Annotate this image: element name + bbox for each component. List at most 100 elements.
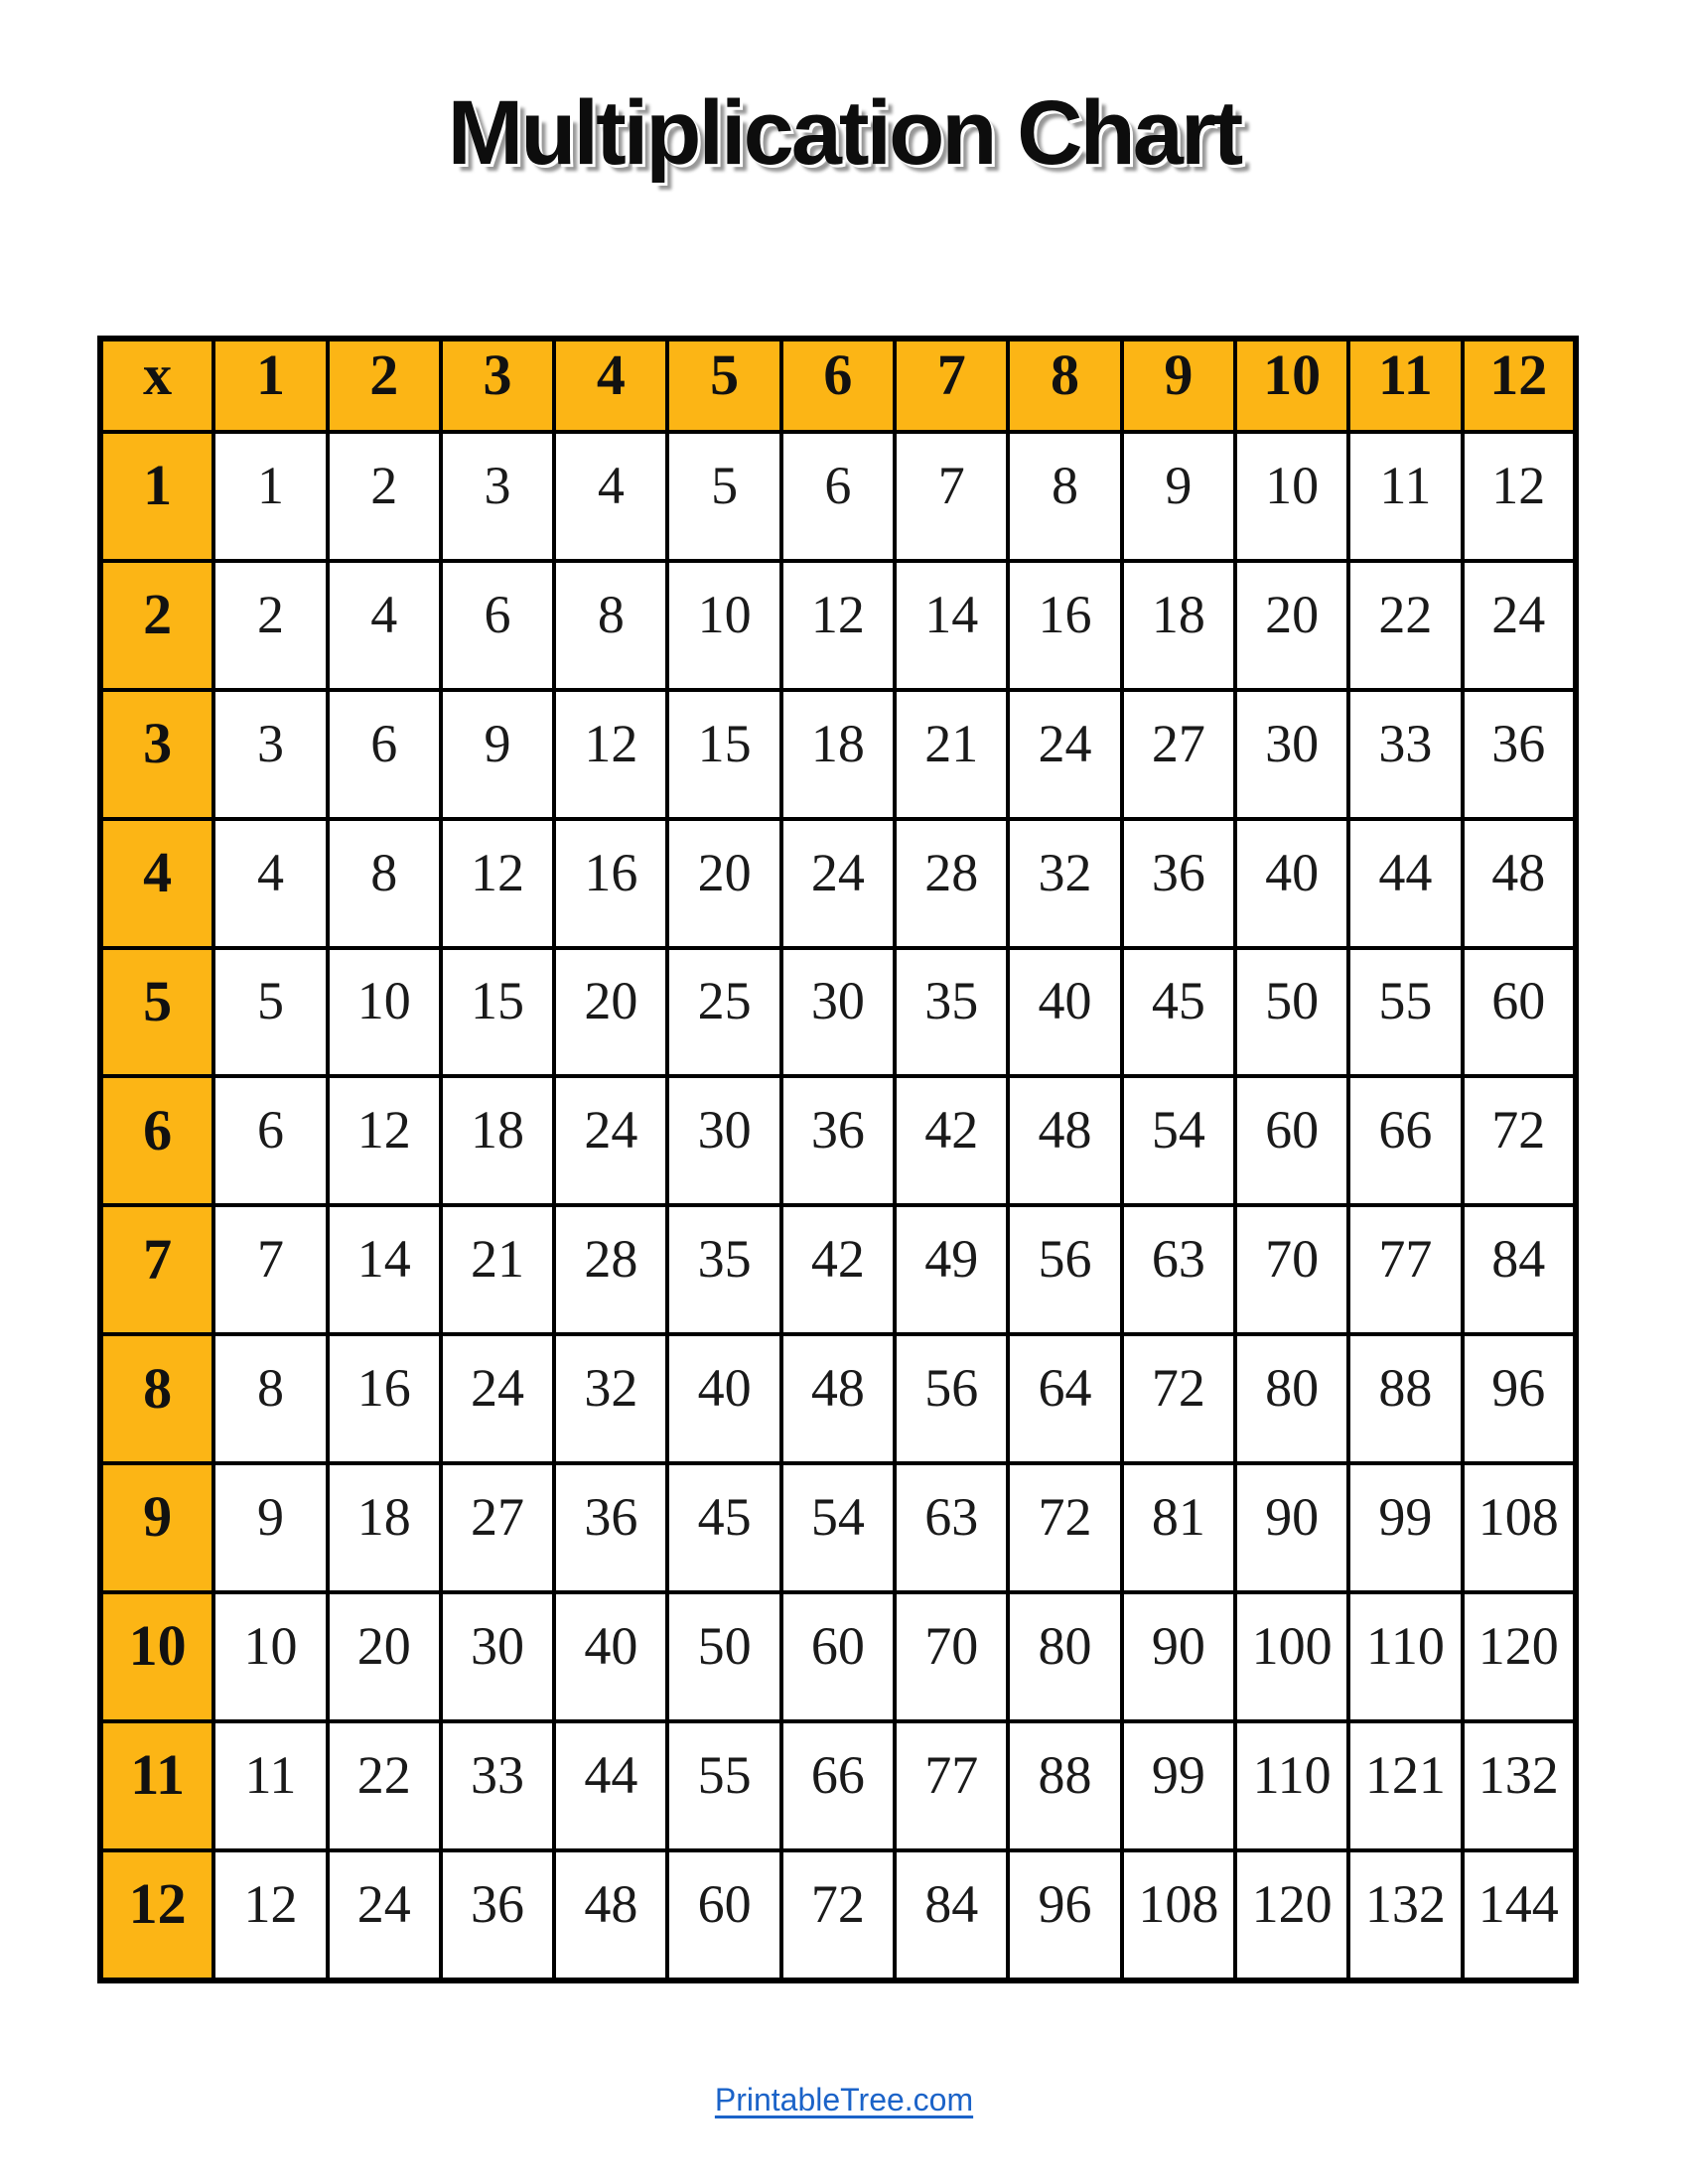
product-cell: 9 [438, 687, 557, 821]
product-cell: 56 [1006, 1203, 1124, 1337]
row-header-cell: 9 [97, 1461, 216, 1594]
row-header-cell: 10 [97, 1589, 216, 1723]
product-cell: 28 [893, 816, 1011, 950]
product-cell: 20 [665, 816, 783, 950]
product-cell: 44 [552, 1718, 670, 1852]
column-header-cell: 2 [325, 337, 443, 434]
product-cell: 30 [665, 1074, 783, 1208]
product-cell: 12 [1460, 430, 1579, 563]
product-cell: 5 [665, 430, 783, 563]
product-cell: 27 [438, 1461, 557, 1594]
product-cell: 35 [665, 1203, 783, 1337]
product-cell: 42 [893, 1074, 1011, 1208]
product-cell: 1 [211, 430, 330, 563]
product-cell: 8 [552, 558, 670, 692]
product-cell: 144 [1460, 1847, 1579, 1983]
product-cell: 24 [1460, 558, 1579, 692]
product-cell: 63 [1119, 1203, 1237, 1337]
product-cell: 120 [1460, 1589, 1579, 1723]
product-cell: 4 [211, 816, 330, 950]
product-cell: 55 [665, 1718, 783, 1852]
product-cell: 24 [778, 816, 898, 950]
table-row: 6 6 12 18 24 30 36 42 48 54 60 66 72 [97, 1074, 1579, 1208]
product-cell: 10 [665, 558, 783, 692]
product-cell: 10 [211, 1589, 330, 1723]
table-row: 12 12 24 36 48 60 72 84 96 108 120 132 144 [97, 1847, 1579, 1983]
product-cell: 36 [438, 1847, 557, 1983]
column-header-cell: 8 [1006, 337, 1124, 434]
product-cell: 6 [778, 430, 898, 563]
product-cell: 12 [778, 558, 898, 692]
product-cell: 40 [665, 1332, 783, 1465]
column-header-cell: 9 [1119, 337, 1237, 434]
product-cell: 33 [1346, 687, 1465, 821]
product-cell: 49 [893, 1203, 1011, 1337]
product-cell: 24 [1006, 687, 1124, 821]
product-cell: 21 [893, 687, 1011, 821]
product-cell: 56 [893, 1332, 1011, 1465]
product-cell: 64 [1006, 1332, 1124, 1465]
product-cell: 4 [552, 430, 670, 563]
header-row: x 1 2 3 4 5 6 7 8 9 10 11 12 [97, 337, 1579, 434]
product-cell: 20 [552, 945, 670, 1079]
table-body: 1 1 2 3 4 5 6 7 8 9 10 11 12 2 2 4 6 8 10 12 14 16 18 20 22 24 3 3 6… [97, 430, 1579, 1983]
product-cell: 50 [1232, 945, 1351, 1079]
product-cell: 54 [1119, 1074, 1237, 1208]
product-cell: 40 [552, 1589, 670, 1723]
column-header-cell: 7 [893, 337, 1011, 434]
column-header-cell: 4 [552, 337, 670, 434]
product-cell: 99 [1346, 1461, 1465, 1594]
table-row: 3 3 6 9 12 15 18 21 24 27 30 33 36 [97, 687, 1579, 821]
product-cell: 6 [325, 687, 443, 821]
corner-cell: x [97, 337, 216, 434]
product-cell: 55 [1346, 945, 1465, 1079]
table-row: 5 5 10 15 20 25 30 35 40 45 50 55 60 [97, 945, 1579, 1079]
table-row: 2 2 4 6 8 10 12 14 16 18 20 22 24 [97, 558, 1579, 692]
product-cell: 7 [211, 1203, 330, 1337]
product-cell: 72 [1119, 1332, 1237, 1465]
product-cell: 15 [665, 687, 783, 821]
product-cell: 32 [552, 1332, 670, 1465]
product-cell: 60 [665, 1847, 783, 1983]
product-cell: 77 [893, 1718, 1011, 1852]
product-cell: 48 [1006, 1074, 1124, 1208]
product-cell: 3 [211, 687, 330, 821]
column-header-cell: 1 [211, 337, 330, 434]
table-row: 10 10 20 30 40 50 60 70 80 90 100 110 120 [97, 1589, 1579, 1723]
product-cell: 10 [1232, 430, 1351, 563]
row-header-cell: 1 [97, 430, 216, 563]
product-cell: 30 [1232, 687, 1351, 821]
product-cell: 40 [1232, 816, 1351, 950]
product-cell: 32 [1006, 816, 1124, 950]
product-cell: 108 [1460, 1461, 1579, 1594]
product-cell: 36 [1460, 687, 1579, 821]
product-cell: 80 [1232, 1332, 1351, 1465]
product-cell: 50 [665, 1589, 783, 1723]
product-cell: 30 [438, 1589, 557, 1723]
product-cell: 72 [1460, 1074, 1579, 1208]
product-cell: 90 [1232, 1461, 1351, 1594]
product-cell: 36 [552, 1461, 670, 1594]
product-cell: 70 [893, 1589, 1011, 1723]
product-cell: 48 [552, 1847, 670, 1983]
product-cell: 88 [1006, 1718, 1124, 1852]
product-cell: 110 [1346, 1589, 1465, 1723]
printabletree-link[interactable]: PrintableTree.com [714, 2082, 974, 2117]
product-cell: 45 [1119, 945, 1237, 1079]
product-cell: 96 [1006, 1847, 1124, 1983]
product-cell: 16 [325, 1332, 443, 1465]
product-cell: 70 [1232, 1203, 1351, 1337]
column-header-cell: 11 [1346, 337, 1465, 434]
product-cell: 77 [1346, 1203, 1465, 1337]
row-header-cell: 2 [97, 558, 216, 692]
product-cell: 6 [211, 1074, 330, 1208]
product-cell: 36 [1119, 816, 1237, 950]
product-cell: 12 [211, 1847, 330, 1983]
product-cell: 5 [211, 945, 330, 1079]
product-cell: 4 [325, 558, 443, 692]
row-header-cell: 5 [97, 945, 216, 1079]
product-cell: 14 [325, 1203, 443, 1337]
product-cell: 15 [438, 945, 557, 1079]
product-cell: 33 [438, 1718, 557, 1852]
table-row: 8 8 16 24 32 40 48 56 64 72 80 88 96 [97, 1332, 1579, 1465]
